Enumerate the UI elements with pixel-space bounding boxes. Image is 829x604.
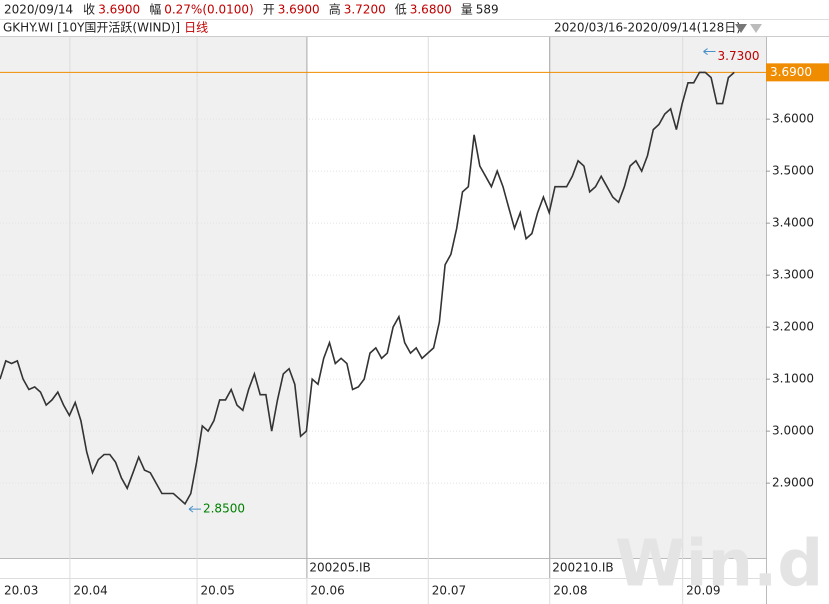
annotation-label: 2.8500 [203,502,245,516]
watermark: Win.d [615,528,823,602]
x-tick-label: 20.07 [432,584,466,598]
last-price-label: 3.6900 [770,65,812,79]
x-tick-label: 20.05 [201,584,235,598]
y-tick-label: 3.2000 [772,320,814,334]
annotation-arrow [188,505,201,513]
quote-value: 3.6900 [278,3,320,17]
quote-value: 3.6800 [410,3,452,17]
x-tick-label: 20.03 [4,584,38,598]
y-tick-label: 3.6000 [772,112,814,126]
y-tick-label: 3.4000 [772,216,814,230]
period: 日线 [184,21,208,35]
symbol: GKHY.WI [10Y国开活跃(WIND)] [3,21,180,35]
dropdown-icon[interactable] [750,24,762,33]
last-price-box [766,63,829,82]
quote-label: 低 [395,3,407,17]
quote-value: 589 [476,3,499,17]
quote-value: 0.27%(0.0100) [164,3,253,17]
quote-label: 开 [263,3,275,17]
y-tick-label: 3.1000 [772,372,814,386]
quote-label: 收 [83,3,95,17]
x-tick-label: 20.04 [73,584,107,598]
x-tick-label: 20.06 [310,584,344,598]
date-range: 2020/03/16-2020/09/14(128日) [554,21,741,35]
dropdown-icon[interactable] [735,24,747,33]
x-tick-label: 20.08 [553,584,587,598]
y-tick-label: 3.0000 [772,424,814,438]
quote-date: 2020/09/14 [4,3,73,17]
x-tick-label: 20.09 [686,584,720,598]
quote-value: 3.6900 [98,3,140,17]
y-tick-label: 3.3000 [772,268,814,282]
quote-label: 量 [461,3,473,17]
y-tick-label: 3.5000 [772,164,814,178]
price-line [0,71,735,506]
y-tick-label: 2.9000 [772,476,814,490]
roll-label: 200210.IB [552,561,613,575]
quote-label: 幅 [149,2,161,17]
annotation-label: 3.7300 [718,49,760,63]
roll-label: 200205.IB [309,561,370,575]
plot-background [0,37,766,558]
annotation-arrow [703,48,716,55]
quote-label: 高 [329,2,341,17]
period-shade [0,37,307,558]
quote-value: 3.7200 [344,3,386,17]
period-shade [549,37,766,558]
